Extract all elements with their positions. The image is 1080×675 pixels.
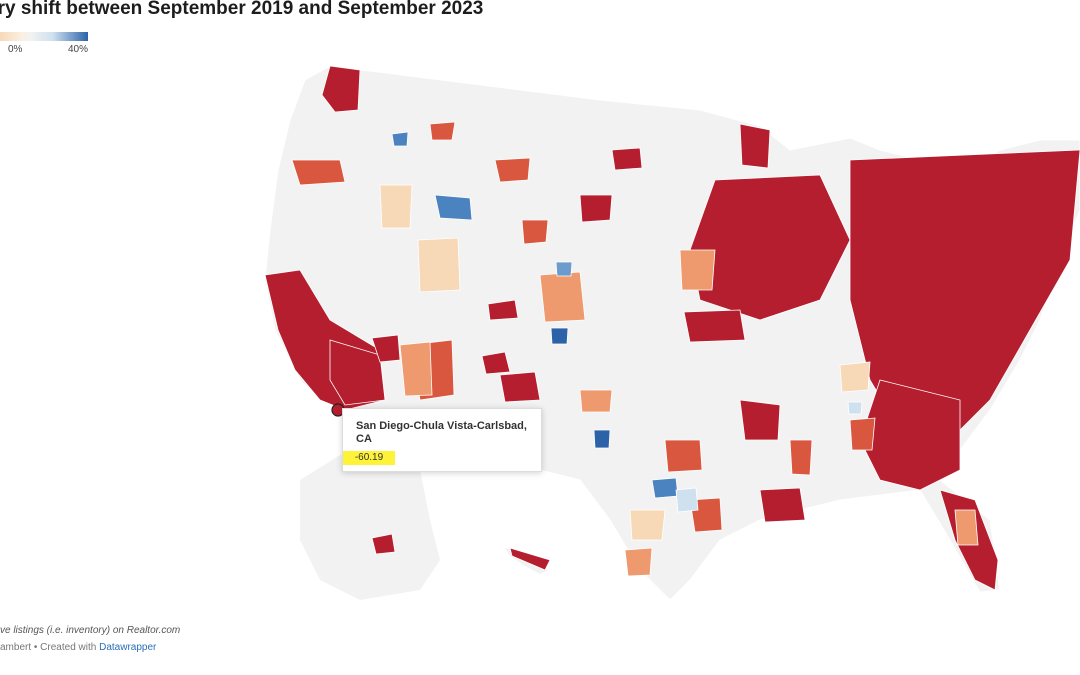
metro-region-kentucky[interactable] [839,361,871,393]
metro-region-wyoming-blue[interactable] [555,261,573,277]
metro-region-iowa[interactable] [579,194,613,223]
datawrapper-link[interactable]: Datawrapper [99,642,157,653]
metro-region-colorado-blue[interactable] [550,327,569,345]
metro-region-mississippi[interactable] [739,399,781,441]
metro-region-texas-central[interactable] [664,439,703,473]
credit-line: ambert • Created with Datawrapper [0,642,156,653]
metro-region-utah[interactable] [399,341,433,397]
metro-region-florida-north[interactable] [954,509,979,546]
metro-region-texas-south[interactable] [629,509,666,541]
legend-gradient-bar [0,32,88,41]
metro-region-northeast[interactable] [849,149,1080,441]
metro-region-wyoming[interactable] [379,184,413,229]
alaska-shape [300,455,440,600]
metro-region-phoenix[interactable] [371,334,401,363]
metro-region-montana-blue[interactable] [434,194,473,221]
metro-region-minnesota[interactable] [739,123,771,169]
metro-region-seattle[interactable] [321,65,361,113]
metro-region-dakota[interactable] [611,147,643,171]
metro-region-hawaii[interactable] [509,547,551,571]
tooltip-metro-name: San Diego-Chula Vista-Carlsbad, CA [356,420,527,445]
tooltip-value: -60.19 [343,451,395,465]
metro-region-louisiana[interactable] [789,439,813,476]
metro-region-texas-blue[interactable] [651,477,679,499]
metro-region-tucson-area[interactable] [499,371,541,403]
credit-prefix: ambert • Created with [0,642,100,653]
metro-region-colorado[interactable] [539,271,586,323]
metro-region-south-dakota[interactable] [417,237,461,293]
metro-region-montana[interactable] [494,157,531,183]
legend-max-label: 40% [68,44,89,55]
legend-min-label: 0% [8,44,23,55]
metro-region-georgia[interactable] [849,417,876,451]
metro-region-albuquerque[interactable] [481,351,511,375]
metro-region-kansas[interactable] [683,309,746,343]
metro-region-oklahoma[interactable] [679,249,716,291]
metro-region-idaho-blue[interactable] [391,131,409,147]
metro-region-alaska-anchorage[interactable] [371,533,396,555]
source-note: ve listings (i.e. inventory) on Realtor.… [0,625,181,636]
metro-region-new-mexico[interactable] [579,389,613,413]
metro-region-texas-panhandle-blue[interactable] [593,429,611,449]
metro-region-texas-lightblue[interactable] [675,487,699,513]
metro-region-oregon[interactable] [291,159,346,186]
metro-region-salt-lake[interactable] [487,299,519,321]
chart-title: ory shift between September 2019 and Sep… [0,0,484,19]
metro-region-tennessee-lightblue[interactable] [847,401,863,415]
metro-region-nebraska[interactable] [521,219,549,245]
metro-tooltip: San Diego-Chula Vista-Carlsbad, CA -60.1… [342,408,542,472]
metro-region-texas-west[interactable] [624,547,653,577]
color-legend: 0% 40% [0,32,90,55]
metro-region-gulf[interactable] [759,487,806,523]
metro-region-arizona[interactable] [329,339,386,406]
metro-region-idaho[interactable] [429,121,456,141]
